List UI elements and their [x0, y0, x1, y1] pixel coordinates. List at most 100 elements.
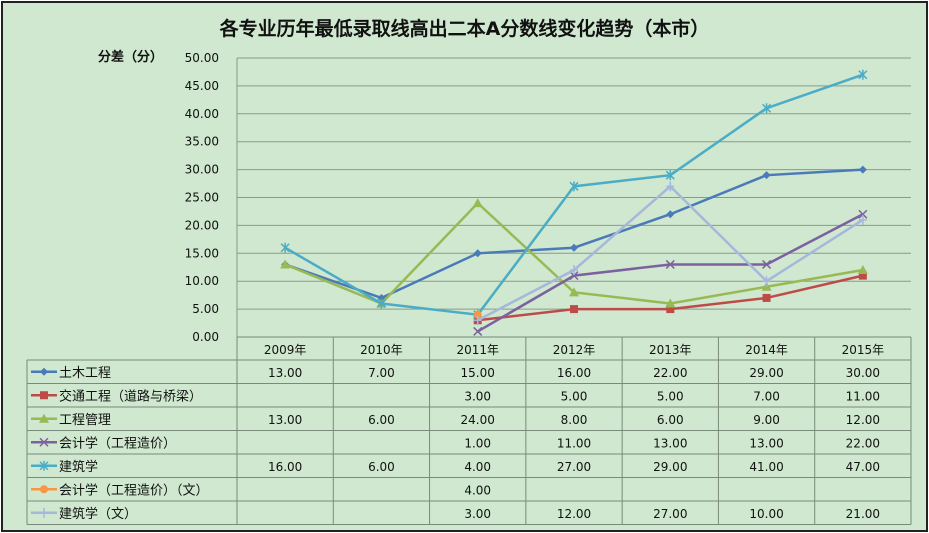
data-point	[666, 210, 675, 219]
data-label: 21.00	[846, 507, 880, 521]
data-label: 10.00	[749, 507, 783, 521]
data-point	[570, 305, 578, 314]
data-label: 9.00	[753, 413, 780, 427]
y-tick-label: 15.00	[185, 246, 219, 260]
x-tick-label: 2009年	[264, 343, 307, 357]
legend-label: 会计学（工程造价）（文）	[59, 482, 209, 498]
data-point	[473, 326, 483, 336]
data-label: 22.00	[846, 436, 880, 450]
data-point	[569, 181, 579, 192]
legend-marker	[40, 507, 48, 518]
data-label: 27.00	[653, 507, 687, 521]
data-label: 41.00	[749, 460, 783, 474]
data-point	[762, 259, 772, 269]
data-label: 6.00	[657, 413, 684, 427]
marker-stroke	[762, 259, 772, 269]
legend-marker	[39, 437, 49, 447]
marker-stroke	[858, 209, 868, 219]
data-label: 7.00	[368, 366, 395, 380]
data-point	[473, 315, 482, 326]
data-point	[569, 287, 579, 297]
data-label: 12.00	[557, 507, 591, 521]
data-label: 30.00	[846, 366, 880, 380]
data-label: 11.00	[557, 436, 591, 450]
legend-label: 工程管理	[59, 413, 111, 428]
data-point	[666, 305, 675, 314]
data-label: 22.00	[653, 366, 687, 380]
y-tick-label: 0.00	[192, 330, 219, 344]
data-label: 8.00	[561, 413, 588, 427]
data-label: 13.00	[749, 436, 783, 450]
legend-marker	[39, 460, 49, 471]
data-label: 1.00	[464, 436, 491, 450]
data-label: 13.00	[653, 436, 687, 450]
data-point	[762, 171, 771, 180]
data-point	[569, 271, 579, 281]
data-point	[570, 265, 578, 276]
y-tick-label: 35.00	[185, 135, 219, 149]
legend-label: 会计学（工程造价）	[59, 435, 176, 451]
data-label: 7.00	[753, 389, 780, 403]
data-point	[761, 281, 772, 291]
data-point	[762, 293, 771, 302]
x-tick-label: 2012年	[553, 343, 596, 357]
legend-label: 交通工程（道路与桥梁）	[59, 388, 202, 404]
data-label: 3.00	[464, 389, 491, 403]
data-label: 13.00	[268, 413, 302, 427]
series-line-4	[284, 73, 864, 317]
data-label: 15.00	[461, 366, 495, 380]
data-label: 12.00	[846, 413, 880, 427]
data-point	[473, 249, 482, 258]
legend-label: 建筑学（文）	[59, 506, 137, 522]
data-point	[280, 259, 291, 269]
x-tick-label: 2011年	[456, 343, 499, 357]
marker-stroke	[665, 259, 675, 269]
data-label: 24.00	[461, 413, 495, 427]
y-tick-label: 45.00	[185, 79, 219, 93]
data-label: 4.00	[464, 483, 491, 497]
data-label: 47.00	[846, 460, 880, 474]
data-label: 5.00	[657, 389, 684, 403]
data-point	[665, 298, 676, 308]
y-tick-label: 30.00	[185, 163, 219, 177]
marker-stroke	[473, 326, 483, 336]
marker-stroke	[39, 437, 49, 447]
marker-stroke	[569, 271, 579, 281]
y-axis-label: 分差（分）	[98, 50, 164, 65]
y-tick-label: 10.00	[185, 274, 219, 288]
data-point	[570, 243, 578, 252]
data-label: 13.00	[268, 366, 302, 380]
data-label: 6.00	[368, 413, 395, 427]
chart-title: 各专业历年最低录取线高出二本A分数线变化趋势（本市）	[219, 18, 710, 40]
data-point	[858, 69, 868, 80]
data-point	[473, 310, 482, 319]
data-point	[762, 103, 772, 114]
x-tick-label: 2010年	[360, 343, 403, 357]
x-tick-label: 2014年	[745, 343, 788, 357]
data-label: 29.00	[653, 460, 687, 474]
data-point	[472, 198, 483, 208]
legend-marker	[40, 367, 48, 376]
legend-label: 土木工程	[59, 366, 111, 381]
x-tick-label: 2013年	[649, 343, 692, 357]
y-tick-label: 25.00	[185, 191, 219, 205]
data-point	[858, 165, 867, 174]
data-point	[858, 271, 867, 280]
data-label: 27.00	[557, 460, 591, 474]
y-tick-label: 40.00	[185, 107, 219, 121]
legend-marker	[40, 485, 48, 494]
data-point	[665, 259, 675, 269]
y-tick-label: 50.00	[185, 51, 219, 65]
legend-marker	[40, 391, 48, 400]
data-label: 5.00	[561, 389, 588, 403]
legend-label: 建筑学	[59, 459, 98, 475]
y-tick-label: 5.00	[192, 302, 219, 316]
x-tick-label: 2015年	[842, 343, 885, 357]
data-point	[666, 181, 675, 192]
data-label: 3.00	[464, 507, 491, 521]
y-tick-label: 20.00	[185, 218, 219, 232]
data-label: 29.00	[749, 366, 783, 380]
data-point	[665, 170, 675, 181]
data-label: 16.00	[557, 366, 591, 380]
